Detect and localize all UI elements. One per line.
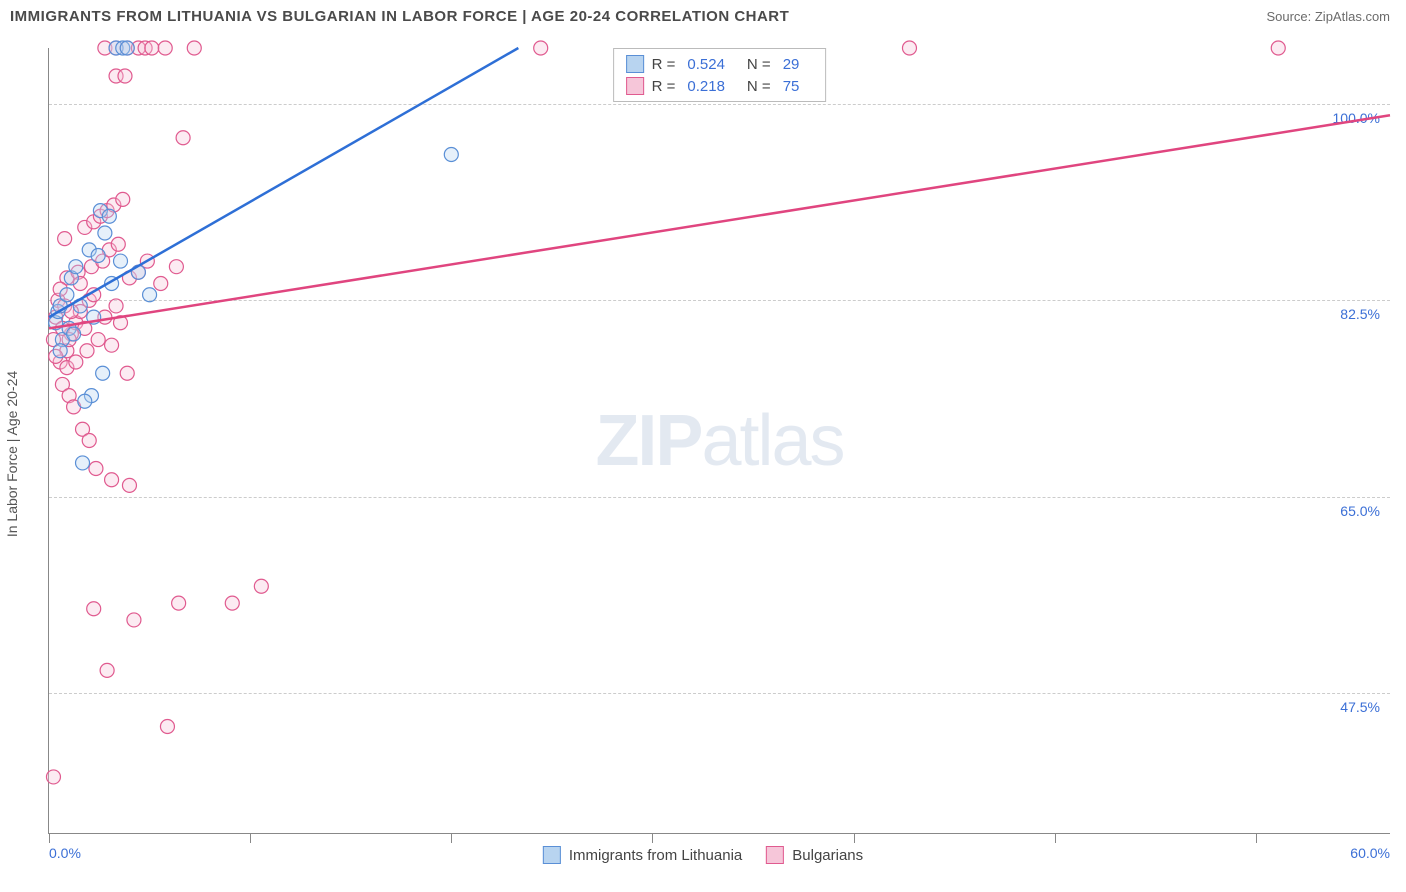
data-point: [444, 148, 458, 162]
data-point: [169, 260, 183, 274]
data-point: [160, 719, 174, 733]
data-point: [67, 327, 81, 341]
x-tick: [250, 833, 251, 843]
data-point: [143, 288, 157, 302]
n-label: N =: [747, 78, 771, 95]
x-tick: [49, 833, 50, 843]
scatter-plot-svg: [49, 48, 1390, 833]
x-tick-label-max: 60.0%: [1350, 845, 1390, 861]
chart-plot-area: 47.5%65.0%82.5%100.0% R = 0.524 N = 29 R…: [48, 48, 1390, 834]
swatch-bulgarians-bottom: [766, 846, 784, 864]
legend-item-bulgarians: Bulgarians: [766, 846, 863, 864]
n-label: N =: [747, 56, 771, 73]
swatch-lithuania: [626, 55, 644, 73]
data-point: [82, 434, 96, 448]
r-label: R =: [652, 56, 676, 73]
data-point: [225, 596, 239, 610]
legend-row-bulgarians: R = 0.218 N = 75: [626, 75, 814, 97]
data-point: [78, 394, 92, 408]
data-point: [100, 663, 114, 677]
data-point: [122, 478, 136, 492]
data-point: [102, 209, 116, 223]
trend-line: [49, 115, 1390, 328]
data-point: [69, 260, 83, 274]
data-point: [187, 41, 201, 55]
data-point: [902, 41, 916, 55]
data-point: [46, 770, 60, 784]
data-point: [254, 579, 268, 593]
data-point: [172, 596, 186, 610]
data-point: [80, 344, 94, 358]
data-point: [120, 41, 134, 55]
data-point: [89, 462, 103, 476]
data-point: [91, 333, 105, 347]
data-point: [111, 237, 125, 251]
r-value-bulgarians: 0.218: [687, 78, 725, 95]
legend-label-bulgarians: Bulgarians: [792, 847, 863, 864]
swatch-lithuania-bottom: [543, 846, 561, 864]
n-value-lithuania: 29: [783, 56, 800, 73]
data-point: [76, 456, 90, 470]
legend-item-lithuania: Immigrants from Lithuania: [543, 846, 742, 864]
x-tick: [652, 833, 653, 843]
data-point: [116, 192, 130, 206]
data-point: [118, 69, 132, 83]
data-point: [96, 366, 110, 380]
x-tick: [451, 833, 452, 843]
data-point: [53, 344, 67, 358]
x-tick: [1055, 833, 1056, 843]
data-point: [98, 226, 112, 240]
data-point: [176, 131, 190, 145]
y-axis-label: In Labor Force | Age 20-24: [4, 371, 20, 537]
r-value-lithuania: 0.524: [687, 56, 725, 73]
data-point: [154, 277, 168, 291]
data-point: [158, 41, 172, 55]
x-tick: [854, 833, 855, 843]
data-point: [534, 41, 548, 55]
legend-row-lithuania: R = 0.524 N = 29: [626, 53, 814, 75]
data-point: [120, 366, 134, 380]
data-point: [109, 299, 123, 313]
swatch-bulgarians: [626, 77, 644, 95]
x-tick: [1256, 833, 1257, 843]
legend-label-lithuania: Immigrants from Lithuania: [569, 847, 742, 864]
data-point: [58, 232, 72, 246]
data-point: [105, 338, 119, 352]
data-point: [1271, 41, 1285, 55]
data-point: [87, 602, 101, 616]
series-legend: Immigrants from Lithuania Bulgarians: [543, 846, 863, 864]
data-point: [114, 254, 128, 268]
trend-line: [49, 48, 518, 317]
r-label: R =: [652, 78, 676, 95]
chart-title: IMMIGRANTS FROM LITHUANIA VS BULGARIAN I…: [10, 8, 789, 25]
x-tick-label-min: 0.0%: [49, 845, 81, 861]
data-point: [69, 355, 83, 369]
data-point: [145, 41, 159, 55]
chart-source: Source: ZipAtlas.com: [1266, 9, 1390, 24]
data-point: [105, 473, 119, 487]
data-point: [127, 613, 141, 627]
data-point: [91, 248, 105, 262]
data-point: [60, 288, 74, 302]
n-value-bulgarians: 75: [783, 78, 800, 95]
correlation-legend: R = 0.524 N = 29 R = 0.218 N = 75: [613, 48, 827, 102]
